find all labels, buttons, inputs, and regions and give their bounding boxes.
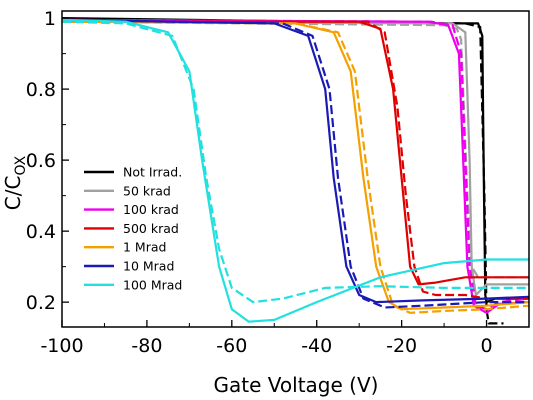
y-tick-label: 0.8 [26,79,56,101]
legend-label: Not Irrad. [123,165,182,180]
series-500-krad-dashed [62,20,529,300]
series-not-irrad-dashed [62,18,504,325]
legend-label: 100 Mrad [123,277,182,292]
plot-frame [61,10,530,328]
y-tick-label: 0.6 [26,150,56,172]
x-tick-label: -80 [131,335,162,357]
x-tick-label: -20 [386,335,417,357]
y-tick-label: 1 [44,8,56,30]
series-10-mrad-solid [62,18,529,304]
legend-label: 100 krad [123,202,179,217]
legend: Not Irrad. 50 krad 100 krad 500 krad 1 Mrad 1… [84,165,182,292]
series-10-mrad-dashed [62,18,529,309]
x-tick-label: -40 [301,335,332,357]
series-50-krad-solid [62,20,529,297]
curves-layer [62,17,529,325]
legend-label: 10 Mrad [123,259,174,274]
series-100-mrad-solid [62,18,529,323]
y-tick-label: 0.4 [26,221,56,243]
axes-layer: -100 -80 -60 -40 -20 0 0.2 0.4 0.6 0.8 1 [26,8,530,357]
x-tick-label: -100 [40,335,83,357]
series-1-mrad-dashed [62,20,529,314]
series-100-mrad-dashed [62,20,529,304]
plot-area [62,17,529,325]
x-tick-label: -60 [216,335,247,357]
y-tick-label: 0.2 [26,292,56,314]
x-tick-label: 0 [480,335,492,357]
y-axis-label: C/COX [1,155,29,210]
x-axis-label: Gate Voltage (V) [214,373,379,397]
y-axis-label-main: C/C [1,176,25,211]
legend-label: 500 krad [123,221,179,236]
legend-label: 50 krad [123,183,171,198]
y-axis-label-sub: OX [13,155,29,175]
series-1-mrad-solid [62,20,529,311]
legend-label: 1 Mrad [123,240,166,255]
